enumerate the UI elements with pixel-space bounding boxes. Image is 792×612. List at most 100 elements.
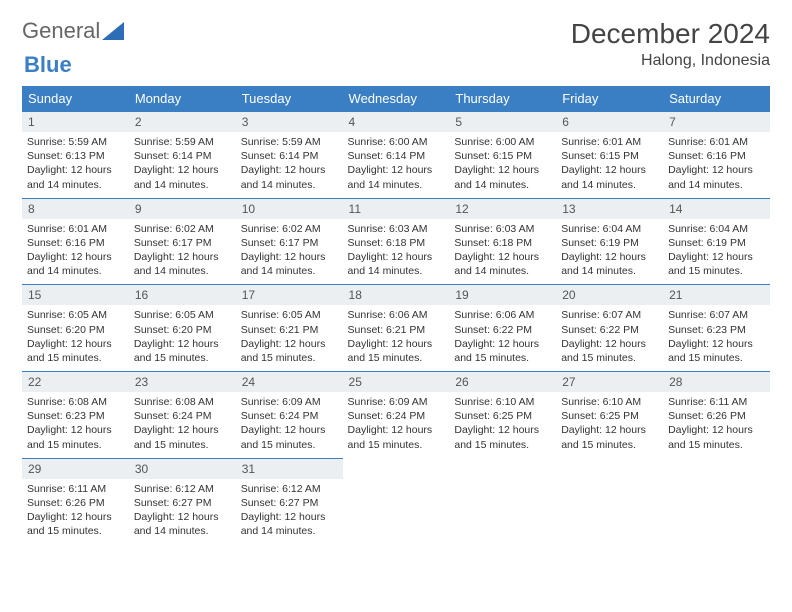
sunrise-line: Sunrise: 6:01 AM (27, 222, 124, 236)
sunrise-line: Sunrise: 6:12 AM (134, 482, 231, 496)
day-number: 29 (22, 459, 129, 479)
day-info: Sunrise: 6:03 AMSunset: 6:18 PMDaylight:… (343, 219, 450, 279)
sunrise-line: Sunrise: 6:00 AM (454, 135, 551, 149)
calendar-day-cell: 28Sunrise: 6:11 AMSunset: 6:26 PMDayligh… (663, 372, 770, 459)
sunset-line: Sunset: 6:14 PM (348, 149, 445, 163)
calendar-empty-cell (663, 458, 770, 544)
weekday-header: Wednesday (343, 86, 450, 112)
day-content: 10Sunrise: 6:02 AMSunset: 6:17 PMDayligh… (236, 199, 343, 285)
daylight-line: Daylight: 12 hours and 15 minutes. (348, 423, 445, 451)
daylight-line: Daylight: 12 hours and 15 minutes. (241, 337, 338, 365)
sunset-line: Sunset: 6:16 PM (27, 236, 124, 250)
day-info: Sunrise: 6:02 AMSunset: 6:17 PMDaylight:… (236, 219, 343, 279)
daylight-line: Daylight: 12 hours and 14 minutes. (561, 250, 658, 278)
day-number: 27 (556, 372, 663, 392)
day-number: 14 (663, 199, 770, 219)
daylight-line: Daylight: 12 hours and 15 minutes. (561, 337, 658, 365)
weekday-header: Sunday (22, 86, 129, 112)
day-content: 25Sunrise: 6:09 AMSunset: 6:24 PMDayligh… (343, 372, 450, 458)
calendar-day-cell: 31Sunrise: 6:12 AMSunset: 6:27 PMDayligh… (236, 458, 343, 544)
daylight-line: Daylight: 12 hours and 15 minutes. (27, 337, 124, 365)
sunrise-line: Sunrise: 6:07 AM (668, 308, 765, 322)
calendar-day-cell: 21Sunrise: 6:07 AMSunset: 6:23 PMDayligh… (663, 285, 770, 372)
day-content: 17Sunrise: 6:05 AMSunset: 6:21 PMDayligh… (236, 285, 343, 371)
calendar-day-cell: 6Sunrise: 6:01 AMSunset: 6:15 PMDaylight… (556, 112, 663, 199)
day-number: 17 (236, 285, 343, 305)
daylight-line: Daylight: 12 hours and 14 minutes. (241, 510, 338, 538)
calendar-day-cell: 16Sunrise: 6:05 AMSunset: 6:20 PMDayligh… (129, 285, 236, 372)
day-content: 31Sunrise: 6:12 AMSunset: 6:27 PMDayligh… (236, 459, 343, 545)
day-info: Sunrise: 6:09 AMSunset: 6:24 PMDaylight:… (343, 392, 450, 452)
day-info: Sunrise: 5:59 AMSunset: 6:14 PMDaylight:… (236, 132, 343, 192)
logo-blue-row: Blue (24, 52, 772, 78)
calendar-empty-cell (343, 458, 450, 544)
calendar-day-cell: 25Sunrise: 6:09 AMSunset: 6:24 PMDayligh… (343, 372, 450, 459)
day-info: Sunrise: 6:05 AMSunset: 6:20 PMDaylight:… (22, 305, 129, 365)
sunrise-line: Sunrise: 5:59 AM (241, 135, 338, 149)
day-content: 29Sunrise: 6:11 AMSunset: 6:26 PMDayligh… (22, 459, 129, 545)
logo-text-blue: Blue (24, 52, 72, 77)
sunset-line: Sunset: 6:16 PM (668, 149, 765, 163)
calendar-day-cell: 9Sunrise: 6:02 AMSunset: 6:17 PMDaylight… (129, 198, 236, 285)
sunrise-line: Sunrise: 6:06 AM (348, 308, 445, 322)
sunrise-line: Sunrise: 6:04 AM (561, 222, 658, 236)
sunrise-line: Sunrise: 6:08 AM (27, 395, 124, 409)
weekday-header: Thursday (449, 86, 556, 112)
day-number: 19 (449, 285, 556, 305)
sunset-line: Sunset: 6:21 PM (241, 323, 338, 337)
day-content: 19Sunrise: 6:06 AMSunset: 6:22 PMDayligh… (449, 285, 556, 371)
day-info: Sunrise: 6:12 AMSunset: 6:27 PMDaylight:… (236, 479, 343, 539)
calendar-day-cell: 24Sunrise: 6:09 AMSunset: 6:24 PMDayligh… (236, 372, 343, 459)
daylight-line: Daylight: 12 hours and 15 minutes. (454, 423, 551, 451)
sunset-line: Sunset: 6:20 PM (27, 323, 124, 337)
day-info: Sunrise: 6:06 AMSunset: 6:21 PMDaylight:… (343, 305, 450, 365)
day-number: 2 (129, 112, 236, 132)
day-info: Sunrise: 6:00 AMSunset: 6:15 PMDaylight:… (449, 132, 556, 192)
sunrise-line: Sunrise: 6:06 AM (454, 308, 551, 322)
calendar-day-cell: 2Sunrise: 5:59 AMSunset: 6:14 PMDaylight… (129, 112, 236, 199)
sunrise-line: Sunrise: 6:11 AM (27, 482, 124, 496)
day-number: 28 (663, 372, 770, 392)
sunrise-line: Sunrise: 6:03 AM (348, 222, 445, 236)
daylight-line: Daylight: 12 hours and 15 minutes. (668, 250, 765, 278)
logo: General (22, 18, 126, 44)
daylight-line: Daylight: 12 hours and 14 minutes. (561, 163, 658, 191)
sunrise-line: Sunrise: 6:09 AM (241, 395, 338, 409)
sunset-line: Sunset: 6:15 PM (454, 149, 551, 163)
sunrise-line: Sunrise: 6:01 AM (561, 135, 658, 149)
sunset-line: Sunset: 6:14 PM (134, 149, 231, 163)
sunset-line: Sunset: 6:17 PM (134, 236, 231, 250)
sunrise-line: Sunrise: 6:07 AM (561, 308, 658, 322)
sunset-line: Sunset: 6:23 PM (668, 323, 765, 337)
day-number: 12 (449, 199, 556, 219)
sunset-line: Sunset: 6:25 PM (454, 409, 551, 423)
calendar-day-cell: 10Sunrise: 6:02 AMSunset: 6:17 PMDayligh… (236, 198, 343, 285)
calendar-day-cell: 29Sunrise: 6:11 AMSunset: 6:26 PMDayligh… (22, 458, 129, 544)
sunrise-line: Sunrise: 5:59 AM (27, 135, 124, 149)
day-number: 22 (22, 372, 129, 392)
day-content: 5Sunrise: 6:00 AMSunset: 6:15 PMDaylight… (449, 112, 556, 198)
day-content: 30Sunrise: 6:12 AMSunset: 6:27 PMDayligh… (129, 459, 236, 545)
sunrise-line: Sunrise: 6:05 AM (27, 308, 124, 322)
day-content: 4Sunrise: 6:00 AMSunset: 6:14 PMDaylight… (343, 112, 450, 198)
calendar-day-cell: 14Sunrise: 6:04 AMSunset: 6:19 PMDayligh… (663, 198, 770, 285)
day-number: 11 (343, 199, 450, 219)
calendar-day-cell: 23Sunrise: 6:08 AMSunset: 6:24 PMDayligh… (129, 372, 236, 459)
calendar-day-cell: 19Sunrise: 6:06 AMSunset: 6:22 PMDayligh… (449, 285, 556, 372)
day-content: 20Sunrise: 6:07 AMSunset: 6:22 PMDayligh… (556, 285, 663, 371)
day-content: 28Sunrise: 6:11 AMSunset: 6:26 PMDayligh… (663, 372, 770, 458)
day-content: 27Sunrise: 6:10 AMSunset: 6:25 PMDayligh… (556, 372, 663, 458)
daylight-line: Daylight: 12 hours and 15 minutes. (668, 337, 765, 365)
day-number: 1 (22, 112, 129, 132)
calendar-day-cell: 26Sunrise: 6:10 AMSunset: 6:25 PMDayligh… (449, 372, 556, 459)
day-info: Sunrise: 6:07 AMSunset: 6:23 PMDaylight:… (663, 305, 770, 365)
day-info: Sunrise: 6:00 AMSunset: 6:14 PMDaylight:… (343, 132, 450, 192)
sunrise-line: Sunrise: 6:12 AM (241, 482, 338, 496)
day-content: 26Sunrise: 6:10 AMSunset: 6:25 PMDayligh… (449, 372, 556, 458)
daylight-line: Daylight: 12 hours and 14 minutes. (134, 250, 231, 278)
day-number: 23 (129, 372, 236, 392)
calendar-day-cell: 1Sunrise: 5:59 AMSunset: 6:13 PMDaylight… (22, 112, 129, 199)
daylight-line: Daylight: 12 hours and 14 minutes. (454, 250, 551, 278)
calendar-day-cell: 13Sunrise: 6:04 AMSunset: 6:19 PMDayligh… (556, 198, 663, 285)
calendar-body: 1Sunrise: 5:59 AMSunset: 6:13 PMDaylight… (22, 112, 770, 545)
